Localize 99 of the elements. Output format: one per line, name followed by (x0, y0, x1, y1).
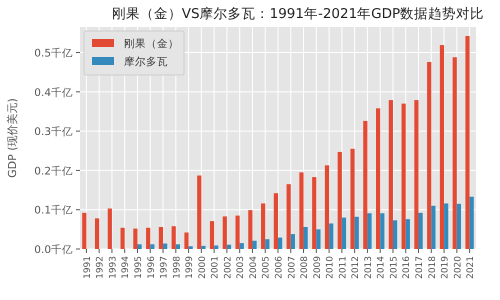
bar (252, 240, 257, 249)
bar (380, 213, 384, 249)
bar (235, 216, 240, 249)
x-tick-label: 2019 (440, 256, 451, 279)
bar (201, 246, 206, 249)
x-tick-label: 1992 (96, 256, 106, 279)
bar (172, 226, 176, 249)
bar (427, 62, 432, 249)
x-tick-label: 1994 (121, 256, 132, 279)
x-tick-label: 1995 (134, 256, 144, 279)
bar (376, 108, 380, 249)
x-tick-label: 1999 (185, 256, 196, 279)
bar (188, 246, 193, 249)
bar (150, 244, 154, 249)
bar (94, 218, 100, 249)
x-tick-label: 2021 (466, 256, 476, 279)
bar (82, 212, 86, 249)
x-tick-label: 2006 (274, 256, 284, 279)
y-tick-label: 0.2千亿 (34, 164, 73, 178)
x-tick-label: 2009 (312, 256, 323, 279)
x-tick-label: 2015 (389, 256, 400, 279)
bar (265, 239, 270, 249)
bar (406, 219, 410, 249)
x-tick-label: 2007 (287, 256, 298, 279)
bar (388, 100, 393, 249)
bar (210, 221, 214, 249)
bar (338, 152, 342, 249)
y-tick-label: 0.5千亿 (34, 46, 73, 60)
bar (402, 104, 406, 249)
x-tick-label: 2002 (223, 256, 234, 279)
bar (214, 245, 218, 249)
bar (197, 176, 202, 249)
bar (444, 203, 448, 249)
bar (354, 216, 359, 249)
bar (163, 244, 168, 249)
legend-label: 刚果（金） (124, 38, 179, 50)
x-tick-label: 1996 (146, 256, 157, 279)
bar (299, 172, 304, 249)
bar (146, 228, 150, 249)
x-tick-label: 2012 (351, 256, 362, 279)
bar (226, 244, 232, 249)
bar (392, 220, 398, 249)
bar (440, 45, 444, 249)
x-tick-label: 1991 (82, 256, 93, 279)
x-tick-label: 2018 (428, 256, 438, 279)
bar (342, 218, 346, 249)
bar (184, 232, 189, 249)
bar (248, 210, 252, 249)
bar (176, 244, 180, 249)
bar (470, 196, 474, 249)
x-tick-label: 1997 (160, 256, 170, 279)
x-tick-label: 2014 (376, 256, 387, 279)
y-tick-label: 0.4千亿 (34, 86, 73, 99)
x-tick-label: 2000 (198, 256, 208, 279)
x-tick-label: 2013 (364, 256, 374, 279)
bar (290, 234, 295, 249)
bar (316, 229, 321, 249)
y-tick-label: 0.0千亿 (34, 243, 73, 256)
bar (261, 203, 266, 249)
bar (137, 244, 142, 249)
x-tick-label: 2016 (402, 256, 412, 279)
bar (108, 208, 112, 249)
bar (350, 148, 355, 249)
bar (274, 193, 278, 249)
x-tick-label: 1993 (108, 256, 118, 279)
bar (456, 204, 462, 249)
bar (304, 226, 308, 249)
legend-label: 摩尔多瓦 (124, 55, 168, 68)
x-tick-label: 2008 (300, 256, 310, 279)
bar (465, 36, 470, 249)
bar (278, 238, 282, 249)
y-tick-label: 0.3千亿 (34, 125, 73, 138)
bar (363, 120, 368, 249)
x-tick-label: 2010 (326, 256, 336, 279)
x-tick-label: 1998 (172, 256, 182, 279)
x-tick-label: 2005 (262, 256, 272, 279)
y-axis-title: GDP (现价美元) (6, 98, 19, 178)
bar (329, 223, 334, 249)
x-tick-label: 2001 (210, 256, 221, 279)
bar (222, 216, 227, 249)
bar (158, 226, 164, 249)
bar (286, 184, 291, 249)
x-tick-label: 2020 (453, 256, 464, 279)
bar (431, 206, 436, 249)
x-tick-label: 2003 (236, 256, 246, 279)
bar (324, 165, 330, 249)
x-tick-label: 2017 (415, 256, 426, 279)
bar (133, 228, 138, 249)
bar (240, 243, 244, 249)
bar (120, 228, 125, 249)
bar (414, 100, 419, 249)
x-tick-label: 2004 (248, 256, 259, 279)
y-tick-label: 0.1千亿 (34, 204, 73, 217)
bar (312, 177, 316, 249)
bar (452, 57, 457, 249)
bar (418, 212, 423, 249)
x-tick-label: 2011 (338, 256, 348, 279)
bar (367, 213, 372, 249)
chart-title: 刚果（金）VS摩尔多瓦：1991年-2021年GDP数据趋势对比 (112, 6, 484, 22)
